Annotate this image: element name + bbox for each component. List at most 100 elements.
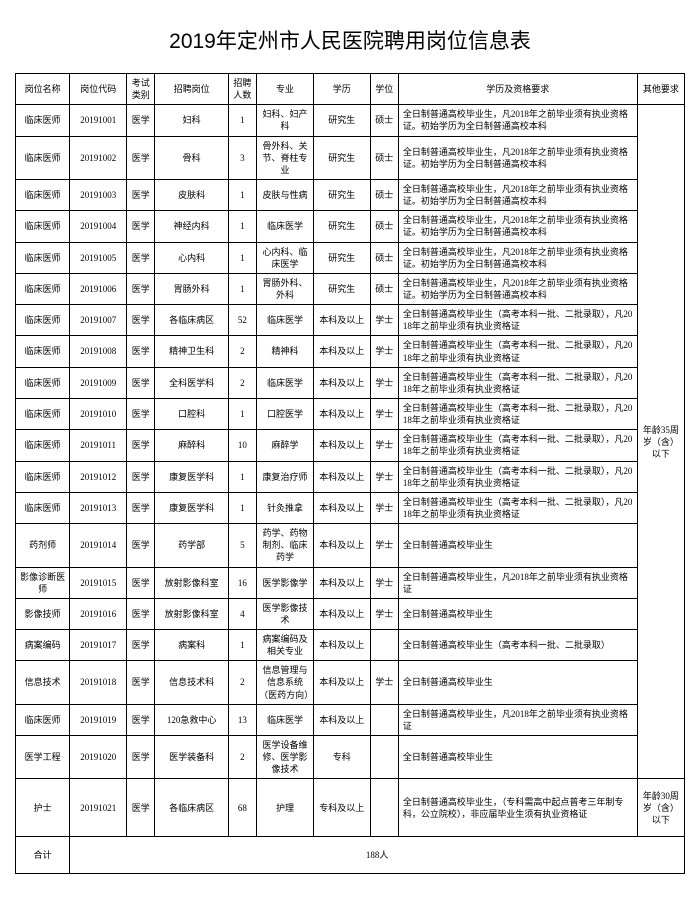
cell-c5: 胃肠外科、外科 [257, 273, 314, 304]
cell-c6: 研究生 [313, 273, 370, 304]
cell-c1: 20191010 [70, 398, 127, 429]
cell-c6: 本科及以上 [313, 524, 370, 567]
table-row: 护士20191021医学各临床病区68护理专科及以上全日制普通高校毕业生，（专科… [16, 779, 685, 837]
cell-c6: 本科及以上 [313, 430, 370, 461]
cell-c6: 本科及以上 [313, 661, 370, 704]
cell-c2: 医学 [127, 461, 155, 492]
cell-c3: 口腔科 [155, 398, 228, 429]
cell-c7: 硕士 [370, 211, 398, 242]
cell-c1: 20191012 [70, 461, 127, 492]
cell-c1: 20191019 [70, 704, 127, 735]
cell-c7: 学士 [370, 336, 398, 367]
cell-c7: 学士 [370, 367, 398, 398]
cell-c1: 20191017 [70, 630, 127, 661]
table-row: 病案编码20191017医学病案科1病案编码及相关专业本科及以上全日制普通高校毕… [16, 630, 685, 661]
cell-c3: 康复医学科 [155, 461, 228, 492]
table-row: 临床医师20191003医学皮肤科1皮肤与性病研究生硕士全日制普通高校毕业生，凡… [16, 179, 685, 210]
cell-c4: 2 [228, 736, 256, 779]
cell-c5: 医学影像学 [257, 567, 314, 598]
cell-c4: 4 [228, 598, 256, 629]
cell-c4: 16 [228, 567, 256, 598]
cell-c7: 硕士 [370, 179, 398, 210]
table-row: 临床医师20191011医学麻醉科10麻醉学本科及以上学士全日制普通高校毕业生（… [16, 430, 685, 461]
cell-c1: 20191001 [70, 105, 127, 136]
table-row: 药剂师20191014医学药学部5药学、药物制剂、临床药学本科及以上学士全日制普… [16, 524, 685, 567]
table-row: 临床医师20191013医学康复医学科1针灸推拿本科及以上学士全日制普通高校毕业… [16, 492, 685, 523]
table-row: 影像技师20191016医学放射影像科室4医学影像技术本科及以上学士全日制普通高… [16, 598, 685, 629]
cell-c0: 临床医师 [16, 398, 70, 429]
cell-c7: 学士 [370, 305, 398, 336]
th-major: 专业 [257, 74, 314, 105]
cell-c4: 1 [228, 211, 256, 242]
cell-c5: 心内科、临床医学 [257, 242, 314, 273]
cell-c2: 医学 [127, 779, 155, 837]
cell-c3: 各临床病区 [155, 779, 228, 837]
cell-c5: 精神科 [257, 336, 314, 367]
cell-c0: 护士 [16, 779, 70, 837]
cell-c3: 医学装备科 [155, 736, 228, 779]
cell-c2: 医学 [127, 242, 155, 273]
cell-c4: 1 [228, 630, 256, 661]
th-position-name: 岗位名称 [16, 74, 70, 105]
cell-c5: 病案编码及相关专业 [257, 630, 314, 661]
cell-c0: 医学工程 [16, 736, 70, 779]
cell-c0: 临床医师 [16, 136, 70, 179]
cell-c7 [370, 630, 398, 661]
cell-c6: 研究生 [313, 211, 370, 242]
cell-c2: 医学 [127, 430, 155, 461]
th-exam-type: 考试类别 [127, 74, 155, 105]
cell-c1: 20191014 [70, 524, 127, 567]
cell-c7: 硕士 [370, 136, 398, 179]
cell-c7 [370, 736, 398, 779]
cell-c5: 医学设备维修、医学影像技术 [257, 736, 314, 779]
cell-c0: 临床医师 [16, 492, 70, 523]
cell-c6: 本科及以上 [313, 305, 370, 336]
cell-c2: 医学 [127, 736, 155, 779]
page-title: 2019年定州市人民医院聘用岗位信息表 [15, 25, 685, 55]
cell-c7 [370, 704, 398, 735]
cell-c7: 学士 [370, 430, 398, 461]
cell-c4: 1 [228, 398, 256, 429]
th-position-code: 岗位代码 [70, 74, 127, 105]
cell-c4: 2 [228, 367, 256, 398]
cell-c5: 护理 [257, 779, 314, 837]
cell-c7: 学士 [370, 598, 398, 629]
cell-c6: 本科及以上 [313, 598, 370, 629]
cell-c1: 20191018 [70, 661, 127, 704]
cell-c0: 临床医师 [16, 461, 70, 492]
cell-c0: 临床医师 [16, 179, 70, 210]
cell-c7: 学士 [370, 398, 398, 429]
cell-c3: 药学部 [155, 524, 228, 567]
cell-c8: 全日制普通高校毕业生，凡2018年之前毕业须有执业资格证。初始学历为全日制普通高… [398, 136, 637, 179]
table-row: 临床医师20191008医学精神卫生科2精神科本科及以上学士全日制普通高校毕业生… [16, 336, 685, 367]
cell-c8: 全日制普通高校毕业生，凡2018年之前毕业须有执业资格证。初始学历为全日制普通高… [398, 242, 637, 273]
cell-c8: 全日制普通高校毕业生，凡2018年之前毕业须有执业资格证 [398, 567, 637, 598]
cell-c5: 临床医学 [257, 305, 314, 336]
cell-c4: 3 [228, 136, 256, 179]
cell-c6: 本科及以上 [313, 630, 370, 661]
cell-c2: 医学 [127, 492, 155, 523]
cell-c5: 临床医学 [257, 367, 314, 398]
cell-other-req-top: 年龄35周岁（含）以下 [637, 105, 684, 779]
th-recruit-post: 招聘岗位 [155, 74, 228, 105]
header-row: 岗位名称 岗位代码 考试类别 招聘岗位 招聘人数 专业 学历 学位 学历及资格要… [16, 74, 685, 105]
cell-c8: 全日制普通高校毕业生 [398, 598, 637, 629]
cell-c8: 全日制普通高校毕业生 [398, 661, 637, 704]
th-requirements: 学历及资格要求 [398, 74, 637, 105]
cell-c8: 全日制普通高校毕业生（高考本科一批、二批录取），凡2018年之前毕业须有执业资格… [398, 430, 637, 461]
th-degree: 学位 [370, 74, 398, 105]
cell-c6: 研究生 [313, 136, 370, 179]
cell-c6: 本科及以上 [313, 461, 370, 492]
cell-c2: 医学 [127, 567, 155, 598]
total-label: 合计 [16, 837, 70, 874]
cell-c4: 1 [228, 273, 256, 304]
cell-c2: 医学 [127, 305, 155, 336]
cell-c4: 1 [228, 461, 256, 492]
cell-c6: 本科及以上 [313, 704, 370, 735]
cell-c7: 硕士 [370, 242, 398, 273]
cell-c5: 麻醉学 [257, 430, 314, 461]
cell-c4: 52 [228, 305, 256, 336]
cell-c4: 1 [228, 105, 256, 136]
cell-c3: 心内科 [155, 242, 228, 273]
th-headcount: 招聘人数 [228, 74, 256, 105]
